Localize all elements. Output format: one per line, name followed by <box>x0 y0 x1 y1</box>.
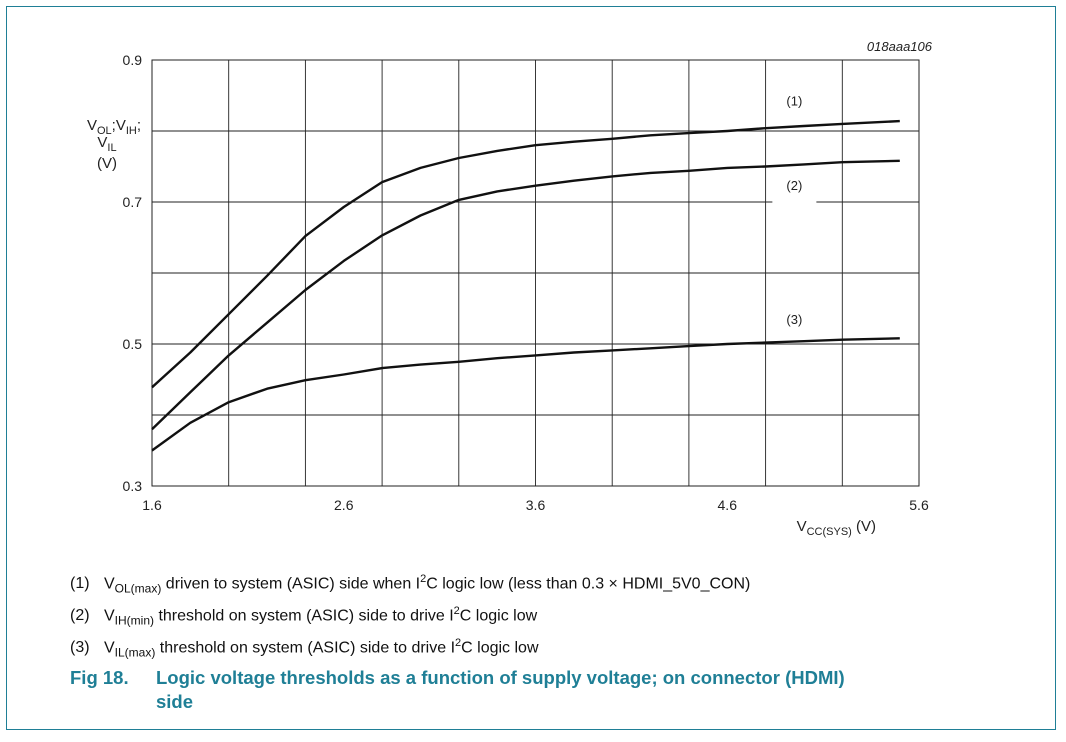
figure-caption: Fig 18. Logic voltage thresholds as a fun… <box>70 666 845 714</box>
series-line-2 <box>151 159 900 431</box>
y-tick-label: 0.9 <box>123 52 143 68</box>
x-tick-label: 4.6 <box>718 497 738 513</box>
notes-list: (1) VOL(max) driven to system (ASIC) sid… <box>70 570 750 666</box>
figure-frame <box>6 6 1056 730</box>
x-tick-label: 2.6 <box>334 497 354 513</box>
y-tick-label: 0.5 <box>123 336 143 352</box>
caption-line2: side <box>156 691 194 712</box>
series-label-1: (1) <box>786 93 802 108</box>
series-label-3: (3) <box>786 312 802 327</box>
series-line-1 <box>151 119 900 389</box>
chart-series: (1) (2) (3) <box>151 93 900 452</box>
label-gap <box>772 199 817 205</box>
x-axis-label: VCC(SYS) (V) <box>797 518 876 538</box>
chart-ticks: 1.6 2.6 3.6 4.6 5.6 0.3 0.5 0.7 0.9 <box>123 52 929 513</box>
series-line-3 <box>151 337 900 452</box>
y-axis-label-line2: VIL <box>97 134 116 154</box>
y-axis-label-line1: VOL;VIH; <box>87 117 141 137</box>
chart-code: 018aaa106 <box>867 39 933 54</box>
x-tick-label: 5.6 <box>909 497 929 513</box>
note-3: (3) VIL(max) threshold on system (ASIC) … <box>70 637 539 660</box>
chart-grid <box>151 59 920 487</box>
caption-line1: Logic voltage thresholds as a function o… <box>156 667 845 688</box>
y-axis-unit: (V) <box>97 155 117 172</box>
figure-number: Fig 18. <box>70 667 129 688</box>
note-1: (1) VOL(max) driven to system (ASIC) sid… <box>70 573 751 596</box>
x-tick-label: 3.6 <box>526 497 546 513</box>
x-tick-label: 1.6 <box>142 497 162 513</box>
y-tick-label: 0.3 <box>123 478 143 494</box>
y-tick-label: 0.7 <box>123 194 143 210</box>
note-2: (2) VIH(min) threshold on system (ASIC) … <box>70 605 538 628</box>
series-label-2: (2) <box>786 178 802 193</box>
chart: (1) (2) (3) 1.6 2.6 3.6 4.6 5.6 0.3 0.5 0.7 0.9 01… <box>87 39 933 538</box>
